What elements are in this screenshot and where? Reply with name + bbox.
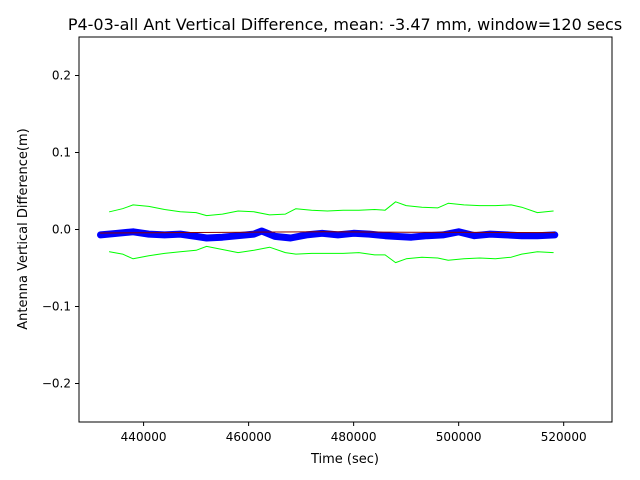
data-point	[259, 228, 265, 234]
data-point	[456, 229, 462, 235]
data-point	[193, 233, 199, 239]
series-line-1	[100, 231, 556, 234]
data-point	[162, 232, 168, 238]
y-tick-label: 0.2	[52, 69, 71, 83]
data-point	[440, 232, 446, 238]
x-tick-label: 440000	[121, 430, 167, 444]
series-line-2	[109, 201, 554, 217]
x-tick-label: 500000	[436, 430, 482, 444]
data-point	[219, 234, 225, 240]
y-tick-label: 0.0	[52, 223, 71, 237]
data-point	[366, 231, 372, 237]
data-point	[204, 235, 210, 241]
data-point	[303, 232, 309, 238]
x-tick-label: 480000	[331, 430, 377, 444]
x-axis: 440000 460000 480000 500000 520000	[121, 422, 587, 444]
data-point	[382, 233, 388, 239]
data-point	[503, 232, 509, 238]
y-axis: 0.2 0.1 0.0 −0.1 −0.2	[42, 69, 79, 391]
y-tick-label: −0.2	[42, 377, 71, 391]
x-tick-label: 460000	[226, 430, 272, 444]
data-point	[288, 235, 294, 241]
data-point	[235, 233, 241, 239]
chart-title: P4-03-all Ant Vertical Difference, mean:…	[68, 15, 622, 34]
data-point	[552, 232, 558, 238]
data-point	[471, 233, 477, 239]
y-tick-label: 0.1	[52, 146, 71, 160]
y-axis-label: Antenna Vertical Difference(m)	[16, 128, 31, 329]
data-point	[251, 231, 257, 237]
data-point	[534, 233, 540, 239]
data-point	[272, 233, 278, 239]
data-point	[335, 232, 341, 238]
series-line-3	[109, 245, 554, 264]
x-tick-label: 520000	[541, 430, 587, 444]
plot-area	[97, 201, 559, 264]
data-point	[393, 233, 399, 239]
y-tick-label: −0.1	[42, 300, 71, 314]
data-point	[98, 232, 103, 238]
data-point	[408, 234, 414, 240]
x-axis-label: Time (sec)	[310, 452, 379, 467]
data-point	[519, 233, 525, 239]
data-point	[424, 233, 430, 239]
data-point	[130, 229, 136, 235]
